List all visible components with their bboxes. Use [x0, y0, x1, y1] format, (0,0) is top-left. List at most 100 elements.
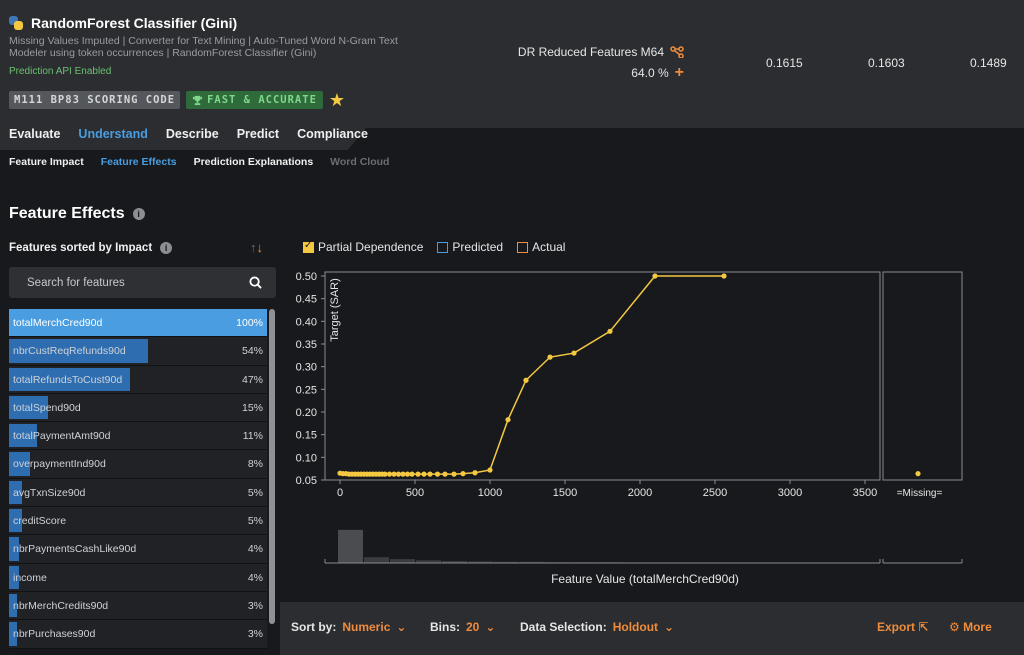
pd-point — [451, 471, 457, 477]
info-icon[interactable]: i — [160, 242, 173, 254]
subtab-feature-effects[interactable]: Feature Effects — [100, 156, 177, 168]
export-button[interactable]: Export ⇱ — [877, 620, 928, 634]
pd-point — [395, 471, 402, 477]
y-tick-label: 0.35 — [296, 339, 317, 351]
x-tick-label: 1500 — [553, 487, 577, 499]
feature-row[interactable]: nbrPaymentsCashLike90d 4% — [9, 535, 267, 564]
python-icon — [9, 16, 23, 30]
legend-predicted[interactable]: Predicted — [437, 240, 503, 254]
x-tick-label: 1000 — [478, 487, 502, 499]
feature-row[interactable]: nbrPurchases90d 3% — [9, 620, 267, 649]
pd-point — [386, 471, 393, 477]
tab-compliance[interactable]: Compliance — [297, 127, 368, 141]
pd-point — [547, 354, 553, 360]
histogram-bar — [494, 561, 519, 563]
model-title[interactable]: RandomForest Classifier (Gini) — [31, 15, 238, 31]
feature-row[interactable]: totalPaymentAmt90d 11% — [9, 422, 267, 451]
legend-partial-dependence-label: Partial Dependence — [318, 240, 424, 254]
scrollbar-thumb[interactable] — [269, 309, 275, 624]
feature-row[interactable]: nbrMerchCredits90d 3% — [9, 591, 267, 621]
feature-row[interactable]: nbrCustReqRefunds90d 54% — [9, 337, 267, 366]
more-button[interactable]: ⚙ More — [949, 620, 992, 634]
impact-bar — [9, 395, 48, 420]
page-title-text: Feature Effects — [9, 205, 125, 222]
sort-by-control[interactable]: Sort by: Numeric ⌄ — [291, 620, 406, 634]
data-selection-value[interactable]: Holdout — [612, 620, 659, 634]
sort-toggle[interactable]: ↑↓ — [250, 240, 263, 255]
impact-bar — [9, 339, 149, 363]
info-icon[interactable]: i — [132, 208, 145, 220]
feature-row[interactable]: totalSpend90d 15% — [9, 393, 267, 423]
histogram-bar — [364, 557, 389, 563]
y-axis-label: Target (SAR) — [329, 278, 341, 342]
missing-pd-point — [915, 471, 921, 477]
chart-legend: Partial Dependence Predicted Actual — [303, 240, 565, 254]
feature-row[interactable]: totalRefundsToCust90d 47% — [9, 365, 267, 394]
page-title: Feature Effects i — [9, 205, 145, 223]
export-icon: ⇱ — [918, 620, 929, 634]
subtab-word-cloud[interactable]: Word Cloud — [330, 156, 390, 168]
pd-point — [409, 471, 415, 477]
impact-bar — [9, 452, 30, 476]
tab-predict[interactable]: Predict — [236, 127, 280, 141]
data-selection-label: Data Selection: — [520, 620, 607, 634]
feature-impact-pct: 15% — [241, 401, 263, 414]
arrow-down-icon[interactable]: ↓ — [256, 240, 264, 255]
feature-row[interactable]: creditScore 5% — [9, 507, 267, 536]
chevron-down-icon[interactable]: ⌄ — [485, 620, 496, 634]
feature-row[interactable]: totalMerchCred90d 100% — [9, 309, 267, 338]
search-input[interactable] — [27, 267, 247, 298]
feature-row[interactable]: avgTxnSize90d 5% — [9, 478, 267, 508]
model-id-badge: M111 BP83 SCORING CODE — [9, 91, 181, 109]
tab-describe[interactable]: Describe — [165, 127, 219, 141]
tab-evaluate[interactable]: Evaluate — [9, 127, 61, 141]
feature-list-name[interactable]: DR Reduced Features M64 — [518, 45, 684, 59]
checkbox-icon[interactable] — [437, 241, 449, 253]
checkbox-icon[interactable] — [517, 241, 529, 253]
bins-value[interactable]: 20 — [466, 620, 480, 634]
feature-name: income — [13, 571, 47, 584]
checkbox-checked-icon[interactable] — [303, 240, 314, 253]
feature-row[interactable]: overpaymentInd90d 8% — [9, 450, 267, 479]
scrollbar[interactable] — [269, 309, 275, 624]
feature-impact-pct: 5% — [247, 515, 263, 528]
feature-impact-pct: 4% — [247, 571, 263, 584]
more-label: More — [963, 620, 992, 634]
bins-control[interactable]: Bins: 20 ⌄ — [430, 620, 495, 634]
x-tick-label: 2500 — [703, 487, 727, 499]
legend-actual-label: Actual — [532, 240, 566, 254]
search-icon[interactable] — [249, 276, 262, 289]
fast-accurate-label: FAST & ACCURATE — [207, 94, 317, 106]
plus-icon[interactable]: + — [674, 64, 684, 81]
legend-actual[interactable]: Actual — [517, 240, 565, 254]
feature-impact-pct: 3% — [247, 628, 263, 641]
y-tick-label: 0.30 — [296, 362, 317, 374]
star-icon[interactable]: ★ — [328, 90, 346, 110]
data-selection-control[interactable]: Data Selection: Holdout ⌄ — [520, 620, 674, 634]
bins-label: Bins: — [430, 620, 460, 634]
subtab-feature-impact[interactable]: Feature Impact — [9, 156, 84, 168]
histogram-bar — [338, 529, 363, 563]
metric-cross-validation: 0.1603 — [868, 56, 905, 70]
partial-dependence-line — [339, 275, 724, 475]
impact-bar — [9, 622, 17, 646]
sort-by-value[interactable]: Numeric — [342, 620, 391, 634]
legend-partial-dependence[interactable]: Partial Dependence — [303, 240, 423, 254]
feature-name: nbrPurchases90d — [13, 628, 96, 641]
sample-percent[interactable]: 64.0 % + — [631, 64, 684, 81]
metric-validation: 0.1615 — [766, 56, 803, 70]
impact-bar — [9, 593, 17, 618]
chevron-down-icon[interactable]: ⌄ — [664, 620, 675, 634]
feature-row[interactable]: income 4% — [9, 563, 267, 592]
missing-label: =Missing= — [897, 488, 943, 499]
feature-name: creditScore — [13, 515, 67, 528]
feature-effects-chart[interactable]: 0.05 0.10 0.15 0.20 0.25 0.30 0.35 0.40 0.45 0.50… — [280, 262, 980, 596]
arrow-up-icon[interactable]: ↑ — [250, 240, 257, 255]
feature-name: avgTxnSize90d — [13, 486, 86, 499]
subtab-prediction-explanations[interactable]: Prediction Explanations — [193, 156, 314, 168]
chevron-down-icon[interactable]: ⌄ — [396, 620, 407, 634]
feature-name: totalRefundsToCust90d — [13, 373, 123, 386]
y-tick-label: 0.20 — [296, 407, 317, 419]
y-tick-label: 0.05 — [296, 475, 317, 487]
tab-understand[interactable]: Understand — [78, 127, 148, 141]
